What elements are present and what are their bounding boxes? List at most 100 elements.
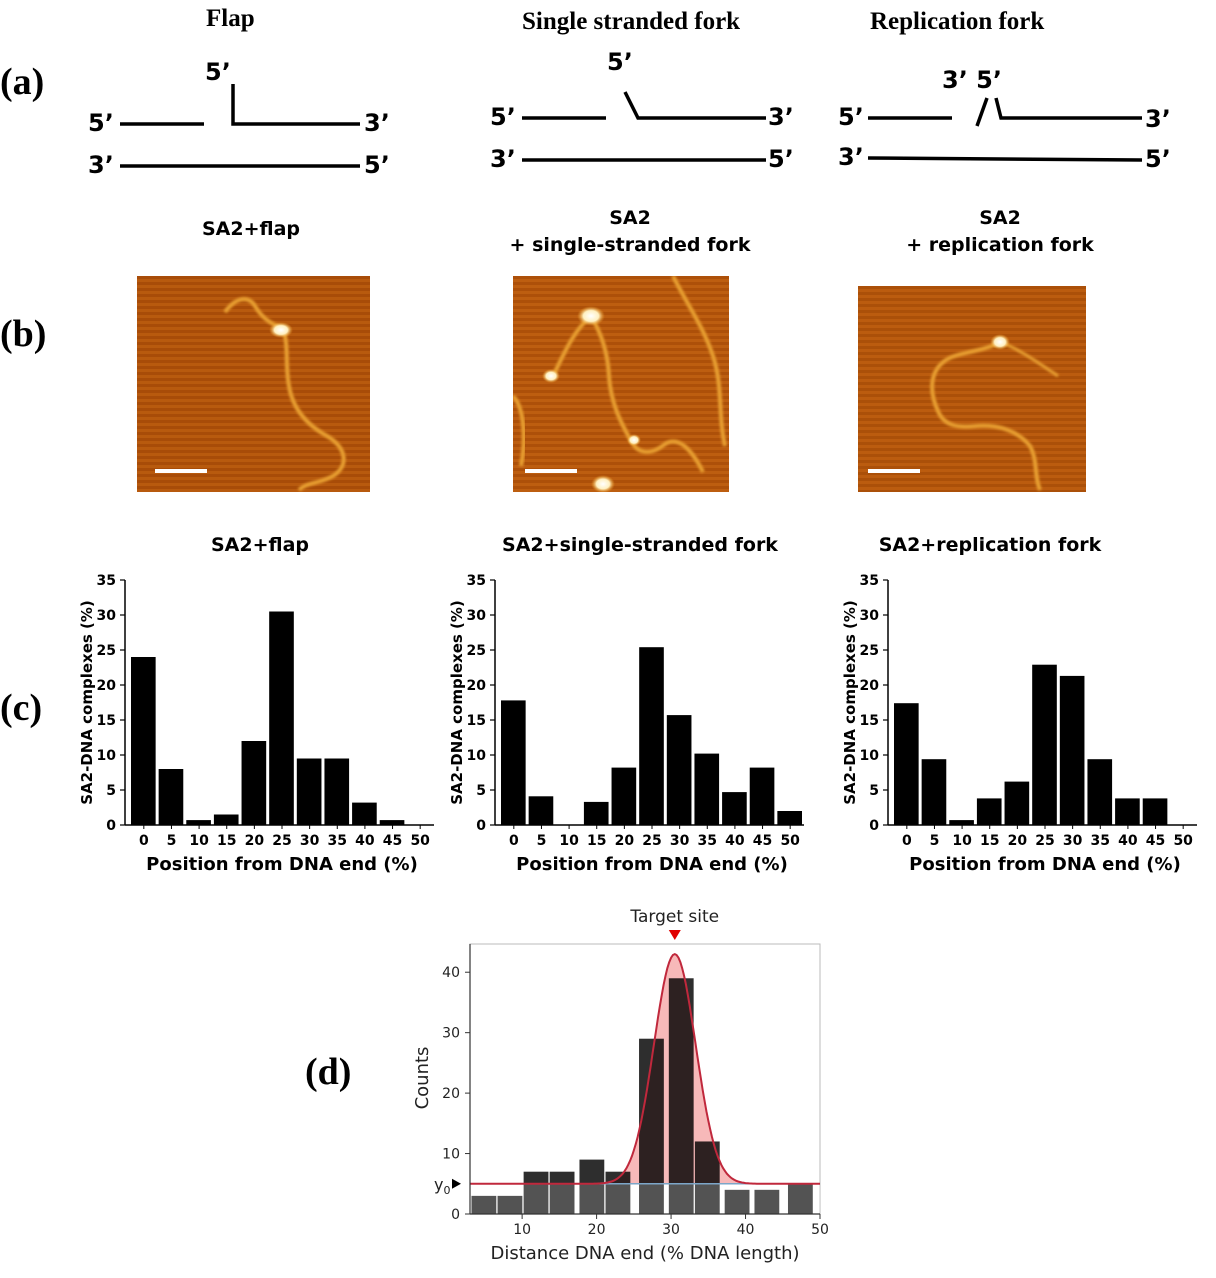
baseline-band [470,1183,820,1214]
bar [549,1171,575,1214]
bar [666,715,692,825]
ss-fork-schematic [522,91,766,162]
ssfork-label-rt: 3’ [768,103,794,131]
chart-ssfork: 0 5 10 15 20 25 30 35 0 5 10 15 20 25 30 35 40 45 50 Positi… [448,573,804,875]
bar [976,798,1002,825]
y-tick-label: 15 [860,713,879,729]
x-tick-label: 40 [1118,833,1138,849]
x-tick-label: 35 [698,833,717,849]
x-tick-label: 35 [328,833,347,849]
y-tick-label: 30 [467,608,487,624]
bar [694,1141,720,1214]
x-tick-label: 45 [383,833,402,849]
y-tick-label: 20 [467,678,487,694]
afm-ssfork-title: SA2 + single-stranded fork [480,205,780,259]
x-tick-label: 30 [300,833,320,849]
x-tick-label: 15 [587,833,606,849]
x-tick-label: 20 [1008,833,1028,849]
schematics-svg: 5’ 5’ 3’ 3’ 5’ 5’ 5’ 3’ 3’ 5’ 3’ 5’ 5’ 3… [88,48,1171,179]
x-axis-title: Distance DNA end (% DNA length) [490,1243,799,1264]
bar [324,758,350,825]
y-tick-label: 25 [860,643,879,659]
panel-label-a: (a) [0,61,45,103]
afm-image-flap [137,276,370,492]
bar [501,700,526,825]
bar [749,767,775,825]
scale-bar-ssfork [525,469,577,473]
y-tick-label: 10 [442,1147,460,1163]
afm-ssfork-title-line2: + single-stranded fork [509,234,751,256]
ss-fork-title: Single stranded fork [522,8,741,35]
x-tick-label: 10 [189,833,209,849]
y-tick-label: 10 [97,748,117,764]
x-tick-label: 15 [217,833,236,849]
repfork-label-lt: 5’ [838,103,864,131]
repfork-strand-bottom [867,156,1143,162]
y-tick-label: 5 [476,783,486,799]
bar [523,1171,549,1214]
y-tick-label: 30 [860,608,880,624]
afm-image-repfork [858,286,1086,492]
flap-label-rt: 3’ [364,109,390,137]
y-tick-label: 25 [467,643,486,659]
flap-label-rb: 5’ [364,151,390,179]
bar [158,769,184,825]
bar [296,758,322,825]
chart-target-site: 0 10 20 30 40 10 20 30 40 50 y0 Target site Distance… [412,907,829,1264]
x-tick-label: 10 [513,1222,531,1238]
x-tick-label: 45 [753,833,772,849]
flap-label-top: 5’ [205,58,231,86]
bar [949,820,974,825]
afm-flap-title-line1: SA2+flap [201,218,301,240]
bar [583,801,609,825]
y-tick-label: 0 [106,818,116,834]
bar [611,767,637,825]
y-tick-label: 0 [869,818,879,834]
x-axis-title: Position from DNA end (%) [146,854,418,875]
repfork-arm-2 [994,97,1142,120]
y0-label: y0 [434,1175,450,1197]
chart-repfork: 0 5 10 15 20 25 30 35 0 5 10 15 20 25 30 35 40 45 50 Positi… [841,573,1197,875]
bar [1032,664,1057,825]
repfork-label-rt: 3’ [1145,105,1171,133]
flap-strand-right [231,84,360,126]
bar [1142,798,1168,825]
bar [787,1183,813,1214]
ssfork-label-lt: 5’ [490,103,516,131]
x-tick-label: 40 [355,833,375,849]
y-axis-title: Counts [412,1047,433,1110]
y-axis-title: SA2-DNA complexes (%) [841,600,859,805]
y-tick-label: 25 [97,643,116,659]
target-site-marker-icon [668,930,681,940]
histograms-svg: 0 5 10 15 20 25 30 35 0 5 10 15 20 25 30 35 40 45 50 Positi… [78,573,1197,875]
x-tick-label: 40 [737,1222,755,1238]
x-tick-label: 50 [410,833,430,849]
bar [269,611,294,825]
ssfork-label-top: 5’ [607,48,633,76]
y-tick-label: 35 [860,573,879,589]
x-tick-label: 25 [1035,833,1054,849]
panel-label-c: (c) [0,687,43,729]
flap-title: Flap [206,5,255,32]
afm-repfork-title-line1: SA2 [979,207,1021,229]
flap-label-lt: 5’ [88,109,114,137]
afm-repfork-title: SA2 + replication fork [860,205,1140,259]
rep-fork-schematic [867,97,1143,162]
ssfork-label-rb: 5’ [768,145,794,173]
y-tick-label: 0 [476,818,486,834]
x-tick-label: 10 [952,833,972,849]
afm-repfork-title-line2: + replication fork [906,234,1094,256]
bar [352,802,377,825]
x-tick-label: 20 [588,1222,606,1238]
bar [213,814,239,825]
x-tick-label: 50 [1173,833,1193,849]
bar [579,1159,605,1214]
bar [921,759,947,825]
ssfork-label-lb: 3’ [490,145,516,173]
y-axis-title: SA2-DNA complexes (%) [448,600,466,805]
x-tick-label: 5 [167,833,177,849]
repfork-label-top: 3’ 5’ [942,66,1002,94]
x-tick-label: 25 [272,833,291,849]
x-tick-label: 0 [509,833,519,849]
x-tick-label: 15 [980,833,999,849]
